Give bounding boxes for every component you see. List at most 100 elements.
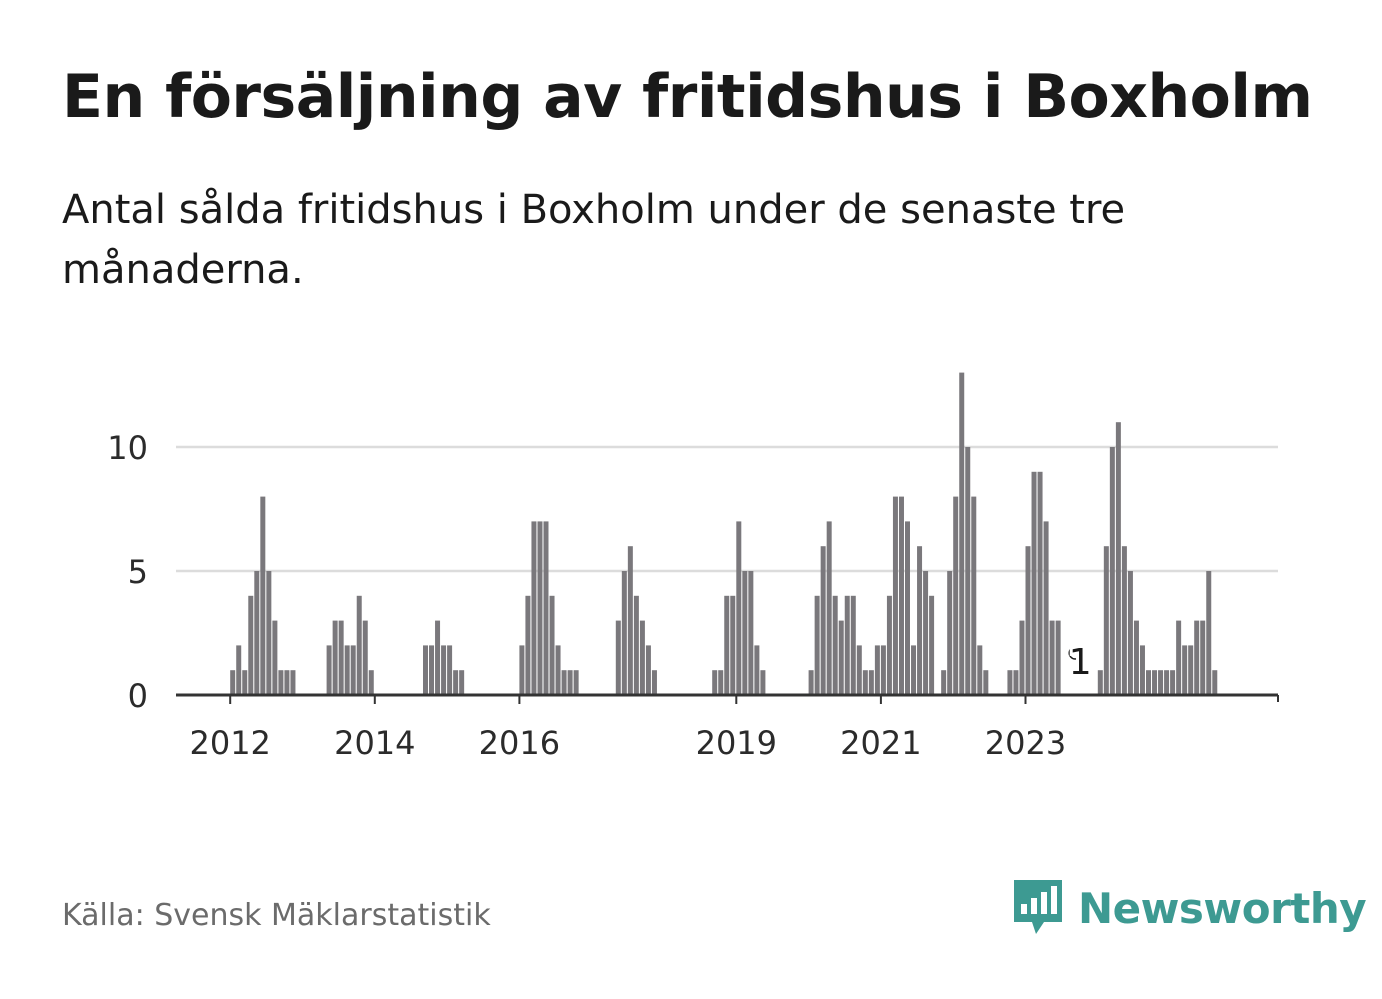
bar xyxy=(917,546,923,695)
bar xyxy=(1188,645,1194,695)
bar xyxy=(1146,670,1151,695)
bar xyxy=(356,595,362,695)
x-tick-label-2012: 2012 xyxy=(189,724,270,762)
bar xyxy=(423,645,428,695)
bar xyxy=(983,670,989,695)
bar xyxy=(525,595,531,695)
bar xyxy=(1103,546,1109,695)
highlight-value-label: 1 xyxy=(1069,642,1092,683)
bar xyxy=(1025,546,1031,695)
y-tick-label-5: 5 xyxy=(128,553,148,591)
bar xyxy=(537,521,543,695)
bar xyxy=(736,521,742,695)
bar xyxy=(1049,620,1055,695)
bar xyxy=(459,670,465,695)
bar xyxy=(1043,521,1049,695)
bar xyxy=(1194,620,1200,695)
bar xyxy=(290,670,296,695)
bar xyxy=(1055,620,1061,695)
bar xyxy=(1037,471,1043,695)
chart-subtitle: Antal sålda fritidshus i Boxholm under d… xyxy=(62,187,1126,293)
bar xyxy=(1176,620,1182,695)
bar xyxy=(567,670,573,695)
bar xyxy=(453,670,459,695)
bar xyxy=(1200,620,1206,695)
bar xyxy=(718,670,724,695)
bar xyxy=(1109,447,1115,695)
bars xyxy=(230,372,1218,695)
bar xyxy=(272,620,278,695)
bar xyxy=(1206,571,1212,695)
bar xyxy=(254,571,260,695)
bar xyxy=(886,595,892,695)
bar xyxy=(645,645,651,695)
bar xyxy=(1007,670,1013,695)
bar xyxy=(868,670,874,695)
bar xyxy=(911,645,917,695)
bar xyxy=(724,595,730,695)
bar xyxy=(284,670,290,695)
bar xyxy=(808,670,814,695)
highlight-marker xyxy=(1068,646,1082,660)
bar xyxy=(429,645,435,695)
bar xyxy=(760,670,766,695)
bar xyxy=(712,670,718,695)
bar xyxy=(898,496,904,695)
bar xyxy=(332,620,338,695)
bar xyxy=(965,447,971,695)
bar xyxy=(266,571,272,695)
bar xyxy=(730,595,736,695)
bar xyxy=(1031,471,1037,695)
bar xyxy=(1152,670,1158,695)
bar xyxy=(850,595,856,695)
brand-name: Newsworthy xyxy=(1078,883,1367,933)
bar xyxy=(844,595,850,695)
bar xyxy=(862,670,868,695)
bar xyxy=(338,620,344,695)
bar xyxy=(368,670,374,695)
bar xyxy=(856,645,862,695)
bar xyxy=(561,670,567,695)
bar xyxy=(1170,670,1176,695)
bar xyxy=(905,521,910,695)
source-note: Källa: Svensk Mäklarstatistik xyxy=(62,898,491,933)
bar xyxy=(838,620,844,695)
bar xyxy=(1158,670,1164,695)
newsworthy-logo-icon xyxy=(1010,876,1068,940)
bar xyxy=(260,496,266,695)
bar xyxy=(651,670,657,695)
bar xyxy=(1133,620,1139,695)
gridlines xyxy=(176,445,1278,573)
bar xyxy=(362,620,368,695)
bar xyxy=(447,645,453,695)
tick-labels: 0 5 10 1 2012 2014 2016 2019 2021 2023 xyxy=(107,429,1094,762)
bar xyxy=(832,595,838,695)
bar xyxy=(880,645,886,695)
bar xyxy=(549,595,555,695)
bar xyxy=(820,546,826,695)
bar xyxy=(543,521,549,695)
bar xyxy=(639,620,645,695)
bar xyxy=(441,645,447,695)
bar xyxy=(1121,546,1127,695)
bar xyxy=(1182,645,1188,695)
bar xyxy=(892,496,898,695)
bar xyxy=(435,620,441,695)
bar xyxy=(555,645,561,695)
bar xyxy=(929,595,935,695)
bar xyxy=(344,645,350,695)
bar xyxy=(874,645,880,695)
bar xyxy=(615,620,621,695)
y-tick-label-10: 10 xyxy=(107,429,148,467)
bar xyxy=(953,496,959,695)
brand-logo[interactable]: Newsworthy xyxy=(1010,876,1367,940)
bar xyxy=(1115,422,1121,695)
bar xyxy=(230,670,236,695)
bar xyxy=(923,571,929,695)
bar xyxy=(627,546,633,695)
bar xyxy=(814,595,820,695)
bar xyxy=(959,372,965,695)
bar xyxy=(242,670,248,695)
bar xyxy=(748,571,754,695)
bar xyxy=(621,571,627,695)
